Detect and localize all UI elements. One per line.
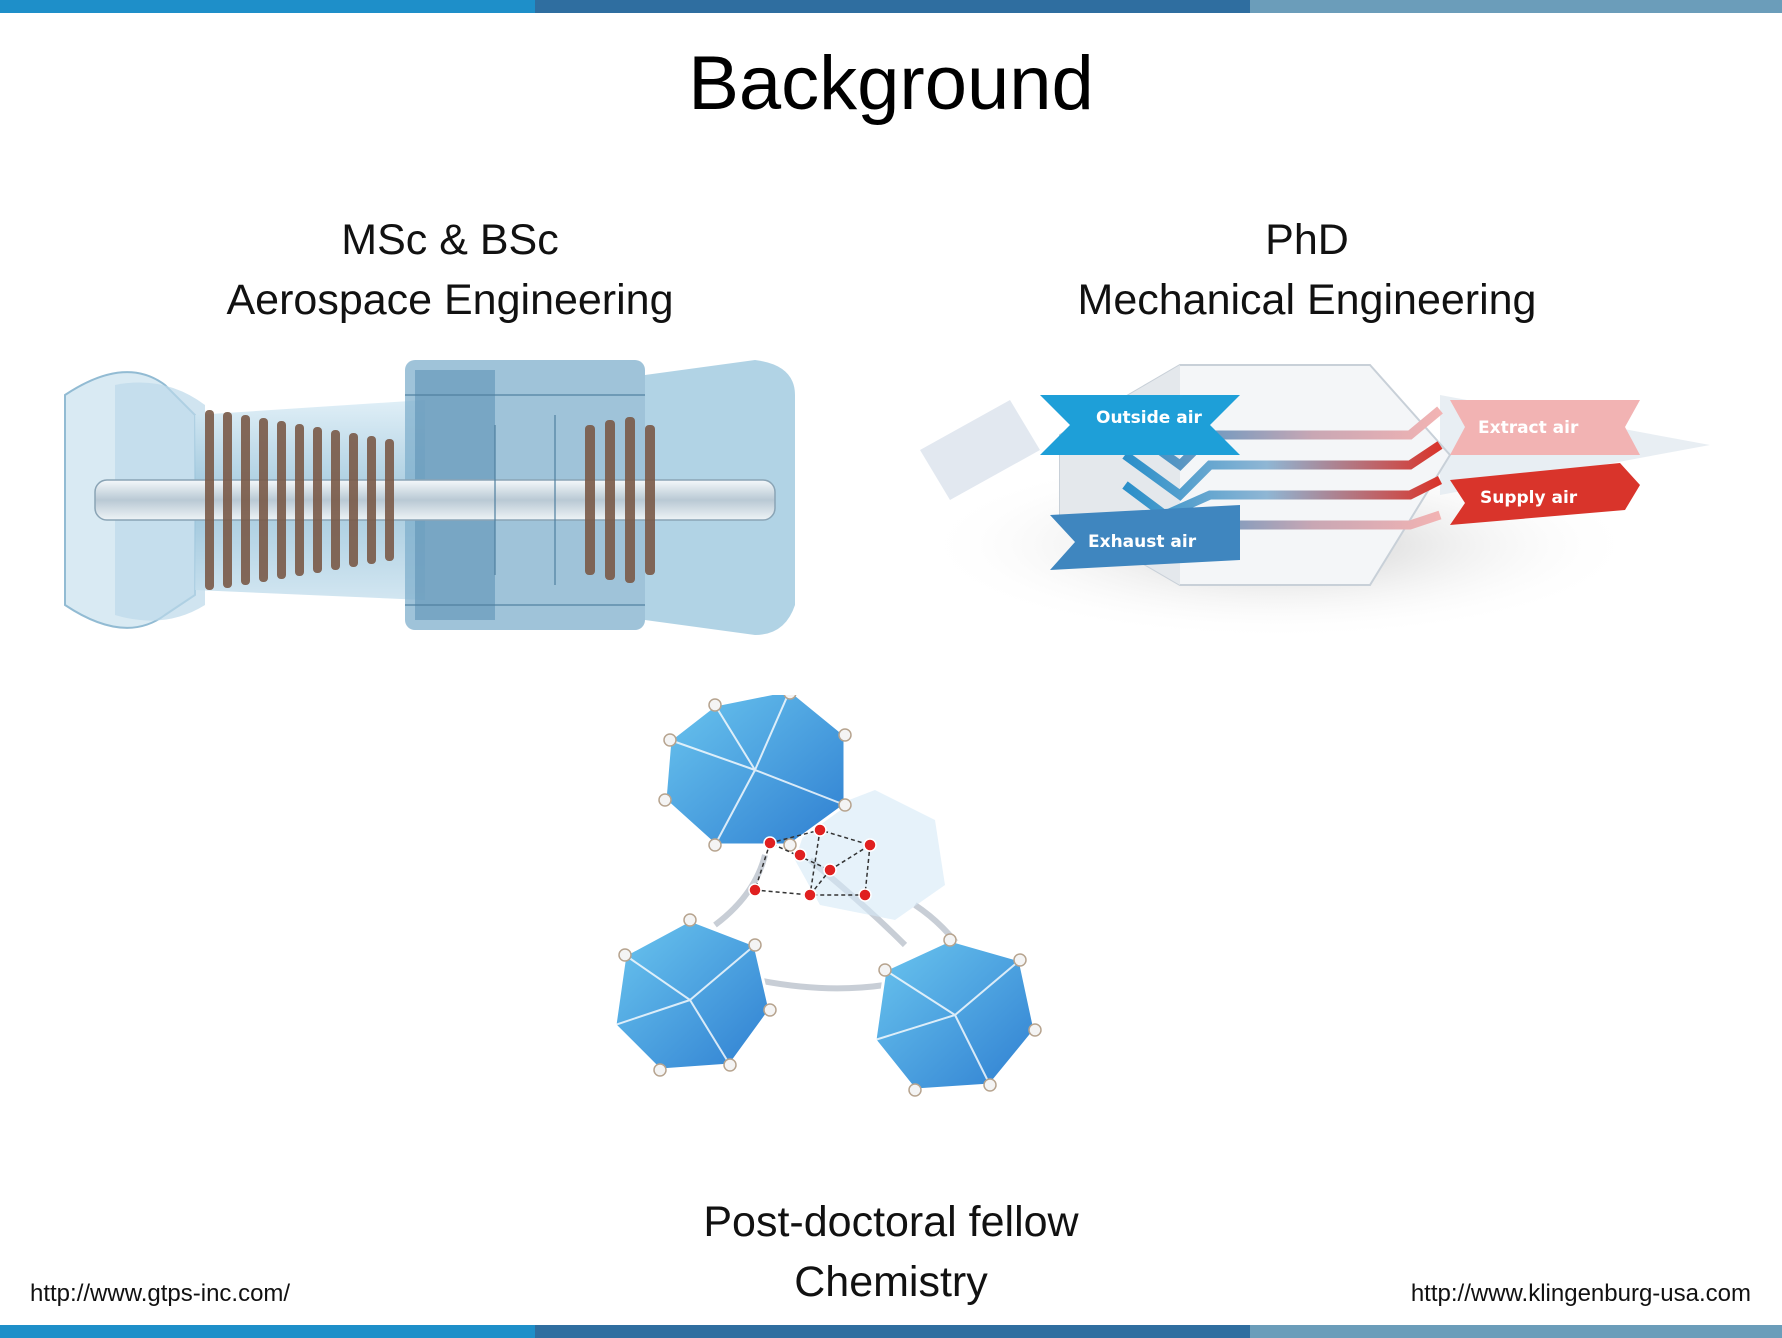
supply-air-label: Supply air bbox=[1480, 488, 1578, 508]
gas-turbine-image bbox=[55, 355, 815, 645]
exhaust-air-label: Exhaust air bbox=[1088, 532, 1197, 552]
metal-organic-framework-image bbox=[613, 686, 1115, 1135]
outside-air-label: Outside air bbox=[1096, 408, 1203, 428]
field-label: Mechanical Engineering bbox=[1077, 276, 1537, 324]
field-label: Chemistry bbox=[794, 1258, 988, 1306]
image-source-link-right: http://www.klingenburg-usa.com bbox=[1410, 1280, 1751, 1307]
degree-label: MSc & BSc bbox=[341, 216, 559, 264]
heat-exchanger-image: Outside air Exhaust air Extract air Supp… bbox=[920, 355, 1710, 640]
field-label: Aerospace Engineering bbox=[226, 276, 674, 324]
position-label: Post-doctoral fellow bbox=[703, 1198, 1079, 1246]
education-caption-left: MSc & BSc Aerospace Engineering bbox=[150, 210, 750, 330]
education-caption-right: PhD Mechanical Engineering bbox=[1007, 210, 1607, 330]
extract-air-label: Extract air bbox=[1478, 418, 1579, 438]
education-caption-bottom: Post-doctoral fellow Chemistry bbox=[591, 1192, 1191, 1312]
degree-label: PhD bbox=[1265, 216, 1349, 264]
bottom-accent-bar bbox=[0, 1325, 1782, 1338]
slide-title: Background bbox=[688, 41, 1094, 126]
top-accent-bar bbox=[0, 0, 1782, 13]
image-source-link-left: http://www.gtps-inc.com/ bbox=[30, 1280, 291, 1307]
